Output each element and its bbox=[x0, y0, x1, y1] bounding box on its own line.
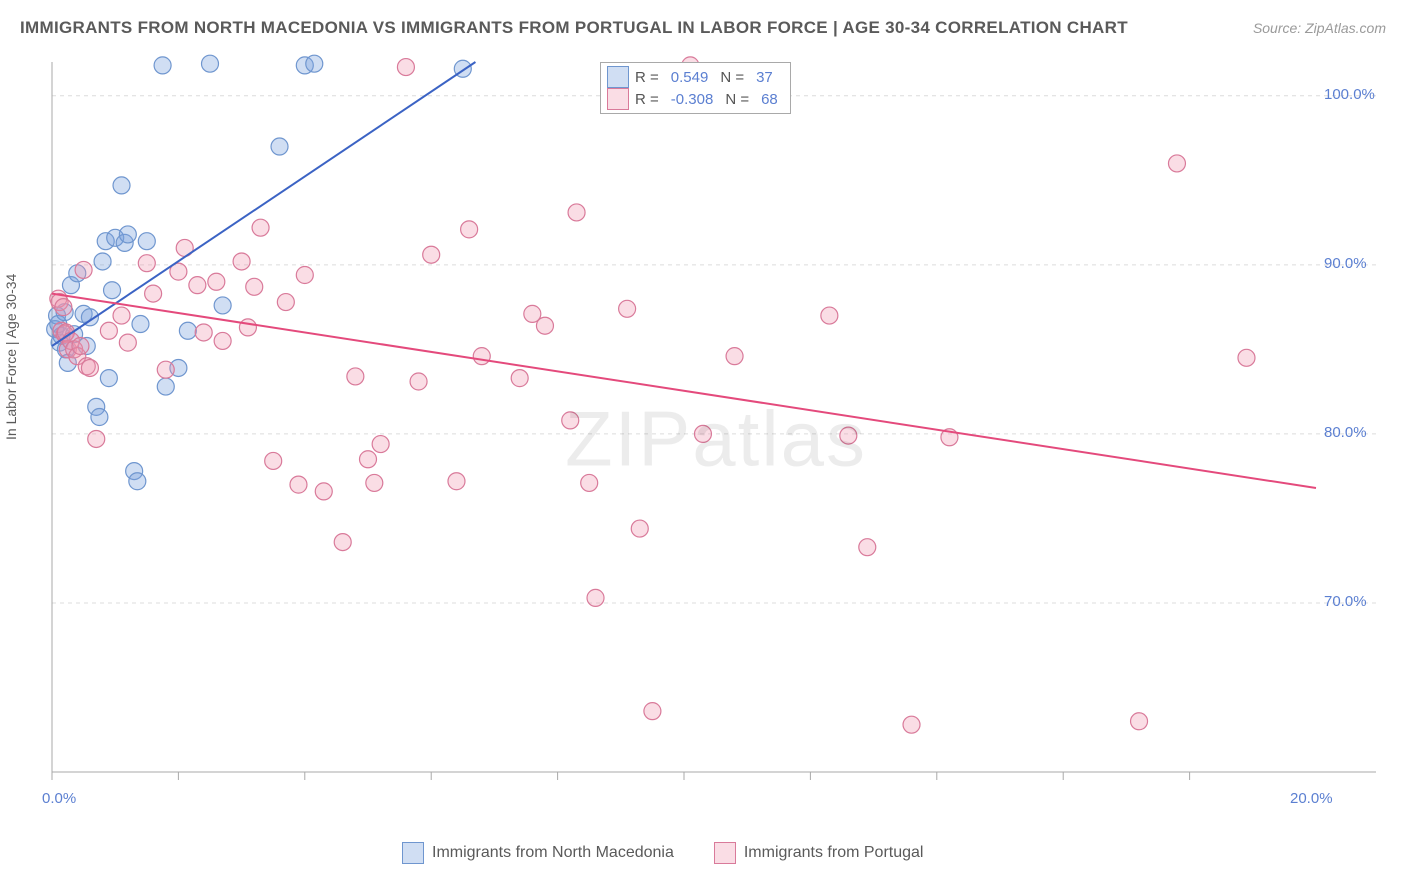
series-legend: Immigrants from North Macedonia Immigrant… bbox=[402, 842, 923, 864]
legend-swatch bbox=[607, 66, 629, 88]
legend-swatch bbox=[714, 842, 736, 864]
x-tick-label: 0.0% bbox=[42, 790, 76, 807]
legend-row: R = 0.549 N = 37 bbox=[607, 66, 784, 88]
series-legend-item: Immigrants from Portugal bbox=[714, 842, 924, 864]
legend-row: R = -0.308 N = 68 bbox=[607, 88, 784, 110]
legend-n-key: N = bbox=[725, 91, 749, 108]
y-tick-label: 80.0% bbox=[1324, 424, 1367, 441]
legend-n-key: N = bbox=[720, 69, 744, 86]
series-label: Immigrants from Portugal bbox=[744, 844, 924, 862]
legend-r-value: -0.308 bbox=[665, 91, 720, 108]
source-credit: Source: ZipAtlas.com bbox=[1253, 20, 1386, 36]
legend-swatch bbox=[607, 88, 629, 110]
correlation-legend: R =0.549N =37R =-0.308N =68 bbox=[600, 62, 791, 114]
chart-title: IMMIGRANTS FROM NORTH MACEDONIA VS IMMIG… bbox=[20, 18, 1128, 38]
series-legend-item: Immigrants from North Macedonia bbox=[402, 842, 674, 864]
legend-swatch bbox=[402, 842, 424, 864]
y-tick-label: 70.0% bbox=[1324, 593, 1367, 610]
legend-n-value: 37 bbox=[750, 69, 779, 86]
scatter-plot: ZIPatlas R =0.549N =37R =-0.308N =68 70.… bbox=[46, 54, 1386, 824]
series-label: Immigrants from North Macedonia bbox=[432, 844, 674, 862]
legend-r-key: R = bbox=[635, 91, 659, 108]
legend-n-value: 68 bbox=[755, 91, 784, 108]
y-axis-label: In Labor Force | Age 30-34 bbox=[3, 274, 19, 440]
legend-r-value: 0.549 bbox=[665, 69, 715, 86]
legend-r-key: R = bbox=[635, 69, 659, 86]
y-tick-label: 90.0% bbox=[1324, 255, 1367, 272]
x-tick-label: 20.0% bbox=[1290, 790, 1333, 807]
plot-svg bbox=[46, 54, 1386, 824]
y-tick-label: 100.0% bbox=[1324, 86, 1375, 103]
